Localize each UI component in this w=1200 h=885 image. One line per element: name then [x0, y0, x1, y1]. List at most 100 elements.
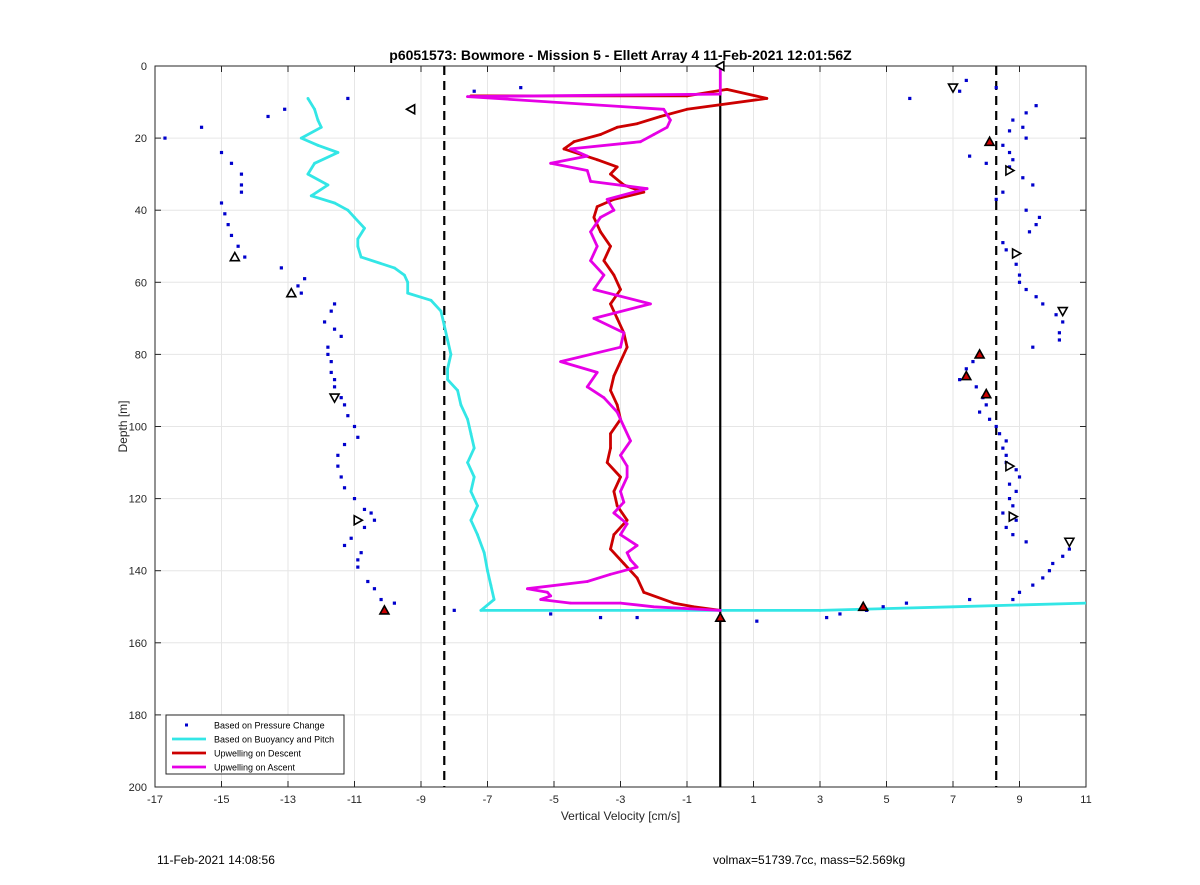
marker-triangle-right [1011, 247, 1023, 260]
pressure-change-point [881, 605, 885, 609]
series-point-upwelling-on-ascent [612, 208, 616, 212]
x-tick-label: 11 [1080, 794, 1091, 806]
series-point-upwelling-on-descent [609, 547, 612, 551]
series-point-based-on-buoyancy-and-pitch [486, 569, 489, 573]
series-point-upwelling-on-descent [615, 125, 619, 129]
series-point-based-on-buoyancy-and-pitch [356, 237, 360, 241]
series-point-based-on-buoyancy-and-pitch [333, 201, 336, 205]
series-point-upwelling-on-ascent [602, 273, 606, 277]
pressure-change-point [1054, 313, 1058, 317]
x-tick-label: -9 [416, 794, 426, 806]
series-point-based-on-buoyancy-and-pitch [306, 172, 310, 176]
y-tick-label: 120 [129, 494, 147, 506]
pressure-change-point [1017, 280, 1022, 284]
pressure-change-point [1061, 320, 1065, 324]
marker-triangle-up [378, 604, 391, 615]
pressure-change-point [452, 608, 456, 612]
pressure-change-point [336, 464, 340, 468]
pressure-change-point [1047, 569, 1052, 573]
pressure-change-point [326, 352, 330, 356]
series-point-upwelling-on-ascent [595, 244, 599, 248]
series-point-upwelling-on-descent [609, 172, 612, 176]
series-point-upwelling-on-descent [615, 165, 619, 169]
series-point-based-on-buoyancy-and-pitch [393, 266, 396, 270]
series-point-based-on-buoyancy-and-pitch [476, 533, 479, 537]
series-point-upwelling-on-ascent [605, 197, 609, 201]
series-point-upwelling-on-ascent [589, 230, 592, 234]
series-point-upwelling-on-ascent [619, 533, 622, 537]
pressure-change-point [1001, 190, 1005, 194]
pressure-change-point [1017, 590, 1022, 594]
series-point-based-on-buoyancy-and-pitch [446, 378, 449, 382]
marker-triangle-down [1056, 306, 1069, 318]
series-point-based-on-buoyancy-and-pitch [363, 226, 366, 230]
series-point-based-on-buoyancy-and-pitch [442, 324, 446, 327]
pressure-change-point [236, 244, 240, 248]
series-point-upwelling-on-ascent [545, 590, 549, 594]
series-point-based-on-buoyancy-and-pitch [449, 353, 453, 356]
pressure-change-point [1057, 331, 1061, 335]
pressure-change-point [1051, 561, 1055, 566]
series-point-upwelling-on-descent [595, 205, 599, 208]
pressure-change-point [372, 518, 377, 522]
series-point-based-on-buoyancy-and-pitch [466, 417, 469, 421]
series-point-upwelling-on-ascent [635, 544, 639, 547]
series-point-upwelling-on-descent [609, 389, 612, 392]
marker-triangle-up [973, 348, 986, 359]
series-point-upwelling-on-descent [625, 518, 629, 522]
series-point-based-on-buoyancy-and-pitch [406, 280, 410, 284]
pressure-change-point [239, 172, 244, 176]
pressure-change-point [296, 284, 300, 288]
series-point-upwelling-on-ascent [599, 216, 602, 219]
series-point-based-on-buoyancy-and-pitch [346, 208, 350, 212]
series-point-upwelling-on-descent [615, 403, 619, 407]
x-tick-label: -11 [347, 794, 362, 806]
pressure-change-point [362, 525, 367, 530]
y-tick-label: 100 [129, 422, 147, 434]
pressure-change-point [994, 197, 998, 201]
pressure-change-point [1004, 248, 1008, 252]
series-point-based-on-buoyancy-and-pitch [356, 244, 360, 248]
series-point-based-on-buoyancy-and-pitch [472, 475, 476, 479]
marker-triangle-right [1005, 164, 1016, 177]
pressure-change-point [163, 136, 167, 140]
pressure-change-point [342, 442, 347, 447]
pressure-change-point [974, 385, 978, 389]
pressure-change-point [519, 86, 523, 90]
pressure-change-point [356, 435, 360, 439]
pressure-change-point [1007, 497, 1012, 501]
series-point-upwelling-on-ascent [718, 92, 722, 96]
pressure-change-point [332, 302, 337, 306]
pressure-change-point [549, 612, 553, 616]
series-point-upwelling-on-descent [592, 216, 596, 219]
pressure-change-point [1027, 230, 1032, 234]
series-point-upwelling-on-descent [619, 288, 622, 291]
pressure-change-point [1021, 176, 1025, 180]
series-point-based-on-buoyancy-and-pitch [456, 389, 459, 392]
pressure-change-point [1011, 533, 1015, 537]
series-point-upwelling-on-descent [659, 115, 662, 118]
series-point-based-on-buoyancy-and-pitch [446, 367, 449, 371]
x-tick-label: -1 [682, 794, 692, 806]
series-point-based-on-buoyancy-and-pitch [402, 273, 406, 277]
series-point-upwelling-on-ascent [662, 107, 666, 111]
series-point-based-on-buoyancy-and-pitch [359, 255, 363, 259]
y-tick-label: 180 [129, 710, 147, 722]
series-point-based-on-buoyancy-and-pitch [309, 194, 313, 198]
series-point-upwelling-on-ascent [592, 288, 596, 291]
series-point-based-on-buoyancy-and-pitch [489, 583, 493, 587]
pressure-change-point [994, 86, 998, 90]
pressure-change-point [964, 367, 968, 371]
pressure-change-point [329, 309, 333, 313]
series-point-upwelling-on-descent [609, 432, 612, 436]
series-point-based-on-buoyancy-and-pitch [429, 298, 433, 302]
pressure-change-point [1041, 576, 1045, 580]
series-point-upwelling-on-ascent [629, 558, 632, 562]
pressure-change-point [1031, 183, 1035, 187]
series-point-upwelling-on-ascent [589, 179, 592, 183]
series-point-upwelling-on-ascent [559, 360, 563, 364]
series-point-based-on-buoyancy-and-pitch [299, 136, 303, 140]
series-point-upwelling-on-descent [725, 88, 729, 91]
legend: Based on Pressure Change Based on Buoyanc… [165, 714, 345, 775]
legend-label: Upwelling on Ascent [214, 763, 296, 773]
